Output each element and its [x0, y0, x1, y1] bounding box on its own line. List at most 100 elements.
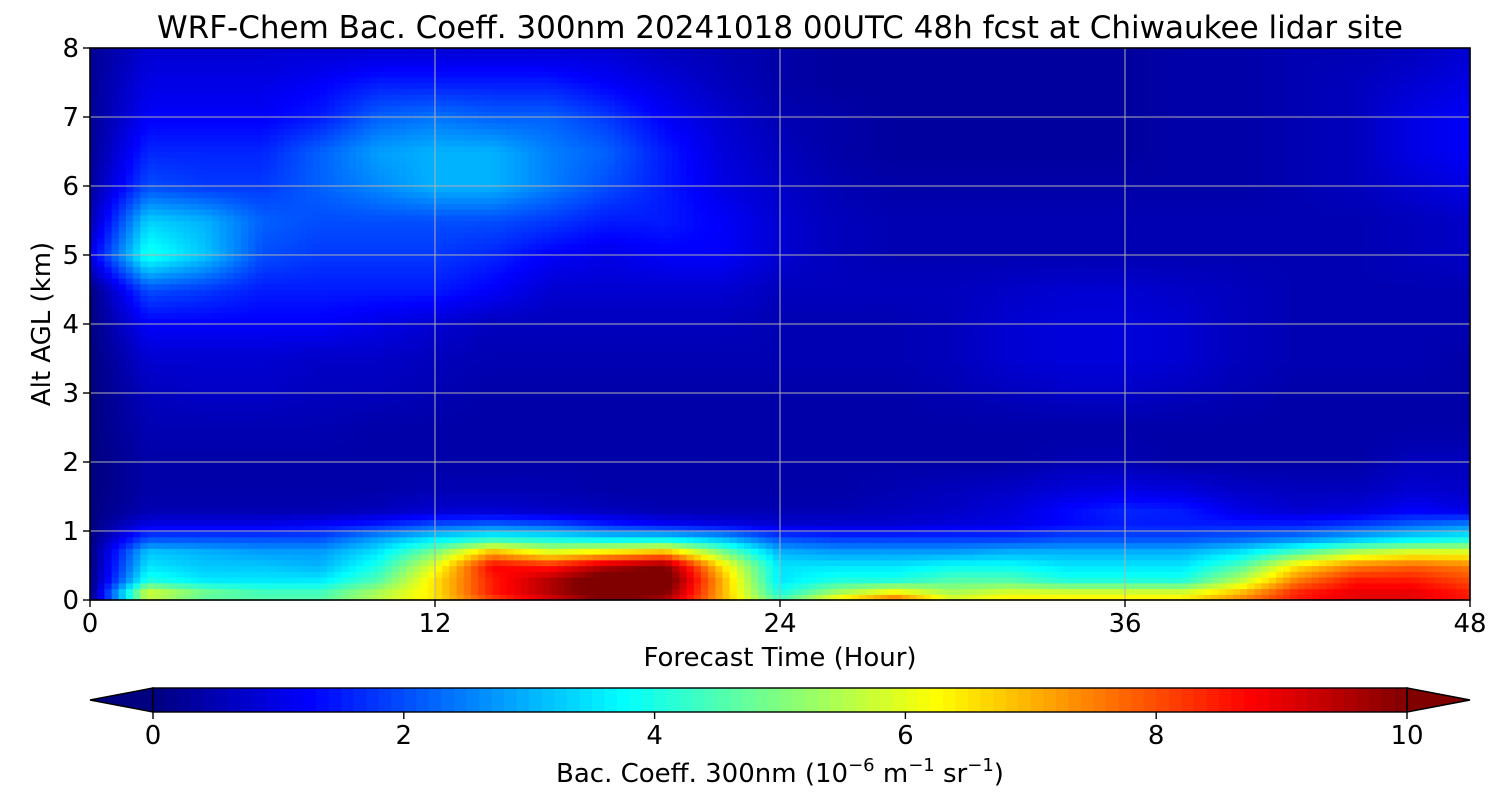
heatmap-cell: [269, 513, 278, 521]
heatmap-cell: [1110, 525, 1119, 532]
heatmap-cell: [550, 571, 558, 578]
heatmap-cell: [291, 571, 300, 578]
heatmap-cell: [1290, 554, 1299, 561]
heatmap-cell: [320, 542, 328, 549]
heatmap-cell: [1218, 513, 1227, 521]
heatmap-cell: [1297, 496, 1306, 503]
heatmap-cell: [104, 502, 113, 509]
heatmap-cell: [758, 571, 767, 578]
heatmap-cell: [327, 588, 335, 595]
heatmap-cell: [377, 548, 386, 555]
heatmap-cell: [550, 542, 558, 549]
heatmap-cell: [686, 473, 695, 480]
heatmap-cell: [1160, 513, 1169, 521]
heatmap-cell: [1448, 462, 1457, 469]
heatmap-cell: [873, 462, 882, 469]
heatmap-cell: [1398, 588, 1406, 595]
heatmap-cell: [1319, 559, 1327, 567]
heatmap-cell: [1189, 554, 1198, 561]
heatmap-cell: [456, 467, 465, 475]
heatmap-cell: [909, 508, 918, 515]
heatmap-cell: [1153, 513, 1162, 521]
heatmap-cell: [751, 554, 760, 561]
heatmap-cell: [1110, 508, 1119, 515]
heatmap-cell: [1419, 548, 1428, 555]
heatmap-cell: [190, 571, 199, 578]
heatmap-cell: [823, 531, 831, 538]
heatmap-cell: [1031, 554, 1040, 561]
heatmap-cell: [844, 496, 853, 503]
heatmap-cell: [650, 577, 659, 584]
heatmap-cell: [1225, 456, 1234, 463]
heatmap-cell: [1326, 559, 1335, 567]
heatmap-cell: [916, 594, 925, 601]
heatmap-cell: [255, 559, 264, 567]
heatmap-cell: [571, 519, 580, 526]
heatmap-cell: [1175, 548, 1184, 555]
heatmap-cell: [312, 554, 321, 561]
heatmap-cell: [269, 536, 278, 544]
heatmap-cell: [118, 582, 127, 590]
heatmap-cell: [427, 479, 436, 486]
heatmap-cell: [1146, 508, 1155, 515]
heatmap-cell: [420, 594, 429, 601]
heatmap-cell: [427, 513, 436, 521]
heatmap-cell: [772, 490, 781, 498]
heatmap-cell: [111, 536, 120, 544]
heatmap-cell: [672, 571, 680, 578]
heatmap-cell: [751, 559, 760, 567]
heatmap-cell: [729, 513, 738, 521]
heatmap-cell: [1247, 450, 1255, 457]
heatmap-cell: [1160, 536, 1169, 544]
heatmap-cell: [499, 502, 508, 509]
heatmap-cell: [399, 554, 407, 561]
heatmap-cell: [887, 502, 896, 509]
heatmap-cell: [679, 485, 688, 492]
heatmap-cell: [1160, 582, 1169, 590]
heatmap-cell: [1254, 485, 1263, 492]
heatmap-cell: [478, 525, 486, 532]
heatmap-cell: [384, 536, 393, 544]
heatmap-cell: [399, 548, 407, 555]
heatmap-cell: [348, 554, 357, 561]
heatmap-cell: [700, 467, 709, 475]
heatmap-cell: [550, 479, 558, 486]
heatmap-cell: [1448, 508, 1457, 515]
heatmap-cell: [97, 502, 105, 509]
heatmap-cell: [736, 519, 745, 526]
heatmap-cell: [463, 513, 472, 521]
heatmap-cell: [355, 473, 364, 480]
heatmap-cell: [593, 496, 601, 503]
heatmap-cell: [1125, 554, 1133, 561]
heatmap-cell: [90, 536, 98, 544]
heatmap-cell: [1060, 490, 1069, 498]
heatmap-cell: [147, 525, 156, 532]
heatmap-cell: [1290, 485, 1299, 492]
heatmap-cell: [506, 542, 515, 549]
heatmap-cell: [1204, 513, 1212, 521]
heatmap-cell: [205, 502, 213, 509]
heatmap-cell: [276, 582, 285, 590]
heatmap-cell: [873, 496, 882, 503]
heatmap-cell: [514, 519, 522, 526]
heatmap-cell: [1189, 571, 1198, 578]
heatmap-cell: [240, 565, 249, 572]
heatmap-cell: [348, 548, 357, 555]
heatmap-cell: [938, 548, 946, 555]
heatmap-cell: [1218, 450, 1227, 457]
heatmap-cell: [125, 456, 134, 463]
heatmap-cell: [1089, 548, 1097, 555]
heatmap-cell: [1081, 548, 1090, 555]
heatmap-cell: [1455, 490, 1464, 498]
heatmap-cell: [614, 542, 623, 549]
heatmap-cell: [808, 502, 817, 509]
heatmap-cell: [348, 582, 357, 590]
heatmap-cell: [312, 496, 321, 503]
heatmap-cell: [593, 473, 601, 480]
heatmap-cell: [801, 513, 810, 521]
heatmap-cell: [823, 456, 831, 463]
heatmap-cell: [1419, 525, 1428, 532]
heatmap-cell: [571, 548, 580, 555]
heatmap-cell: [650, 496, 659, 503]
heatmap-cell: [672, 450, 680, 457]
